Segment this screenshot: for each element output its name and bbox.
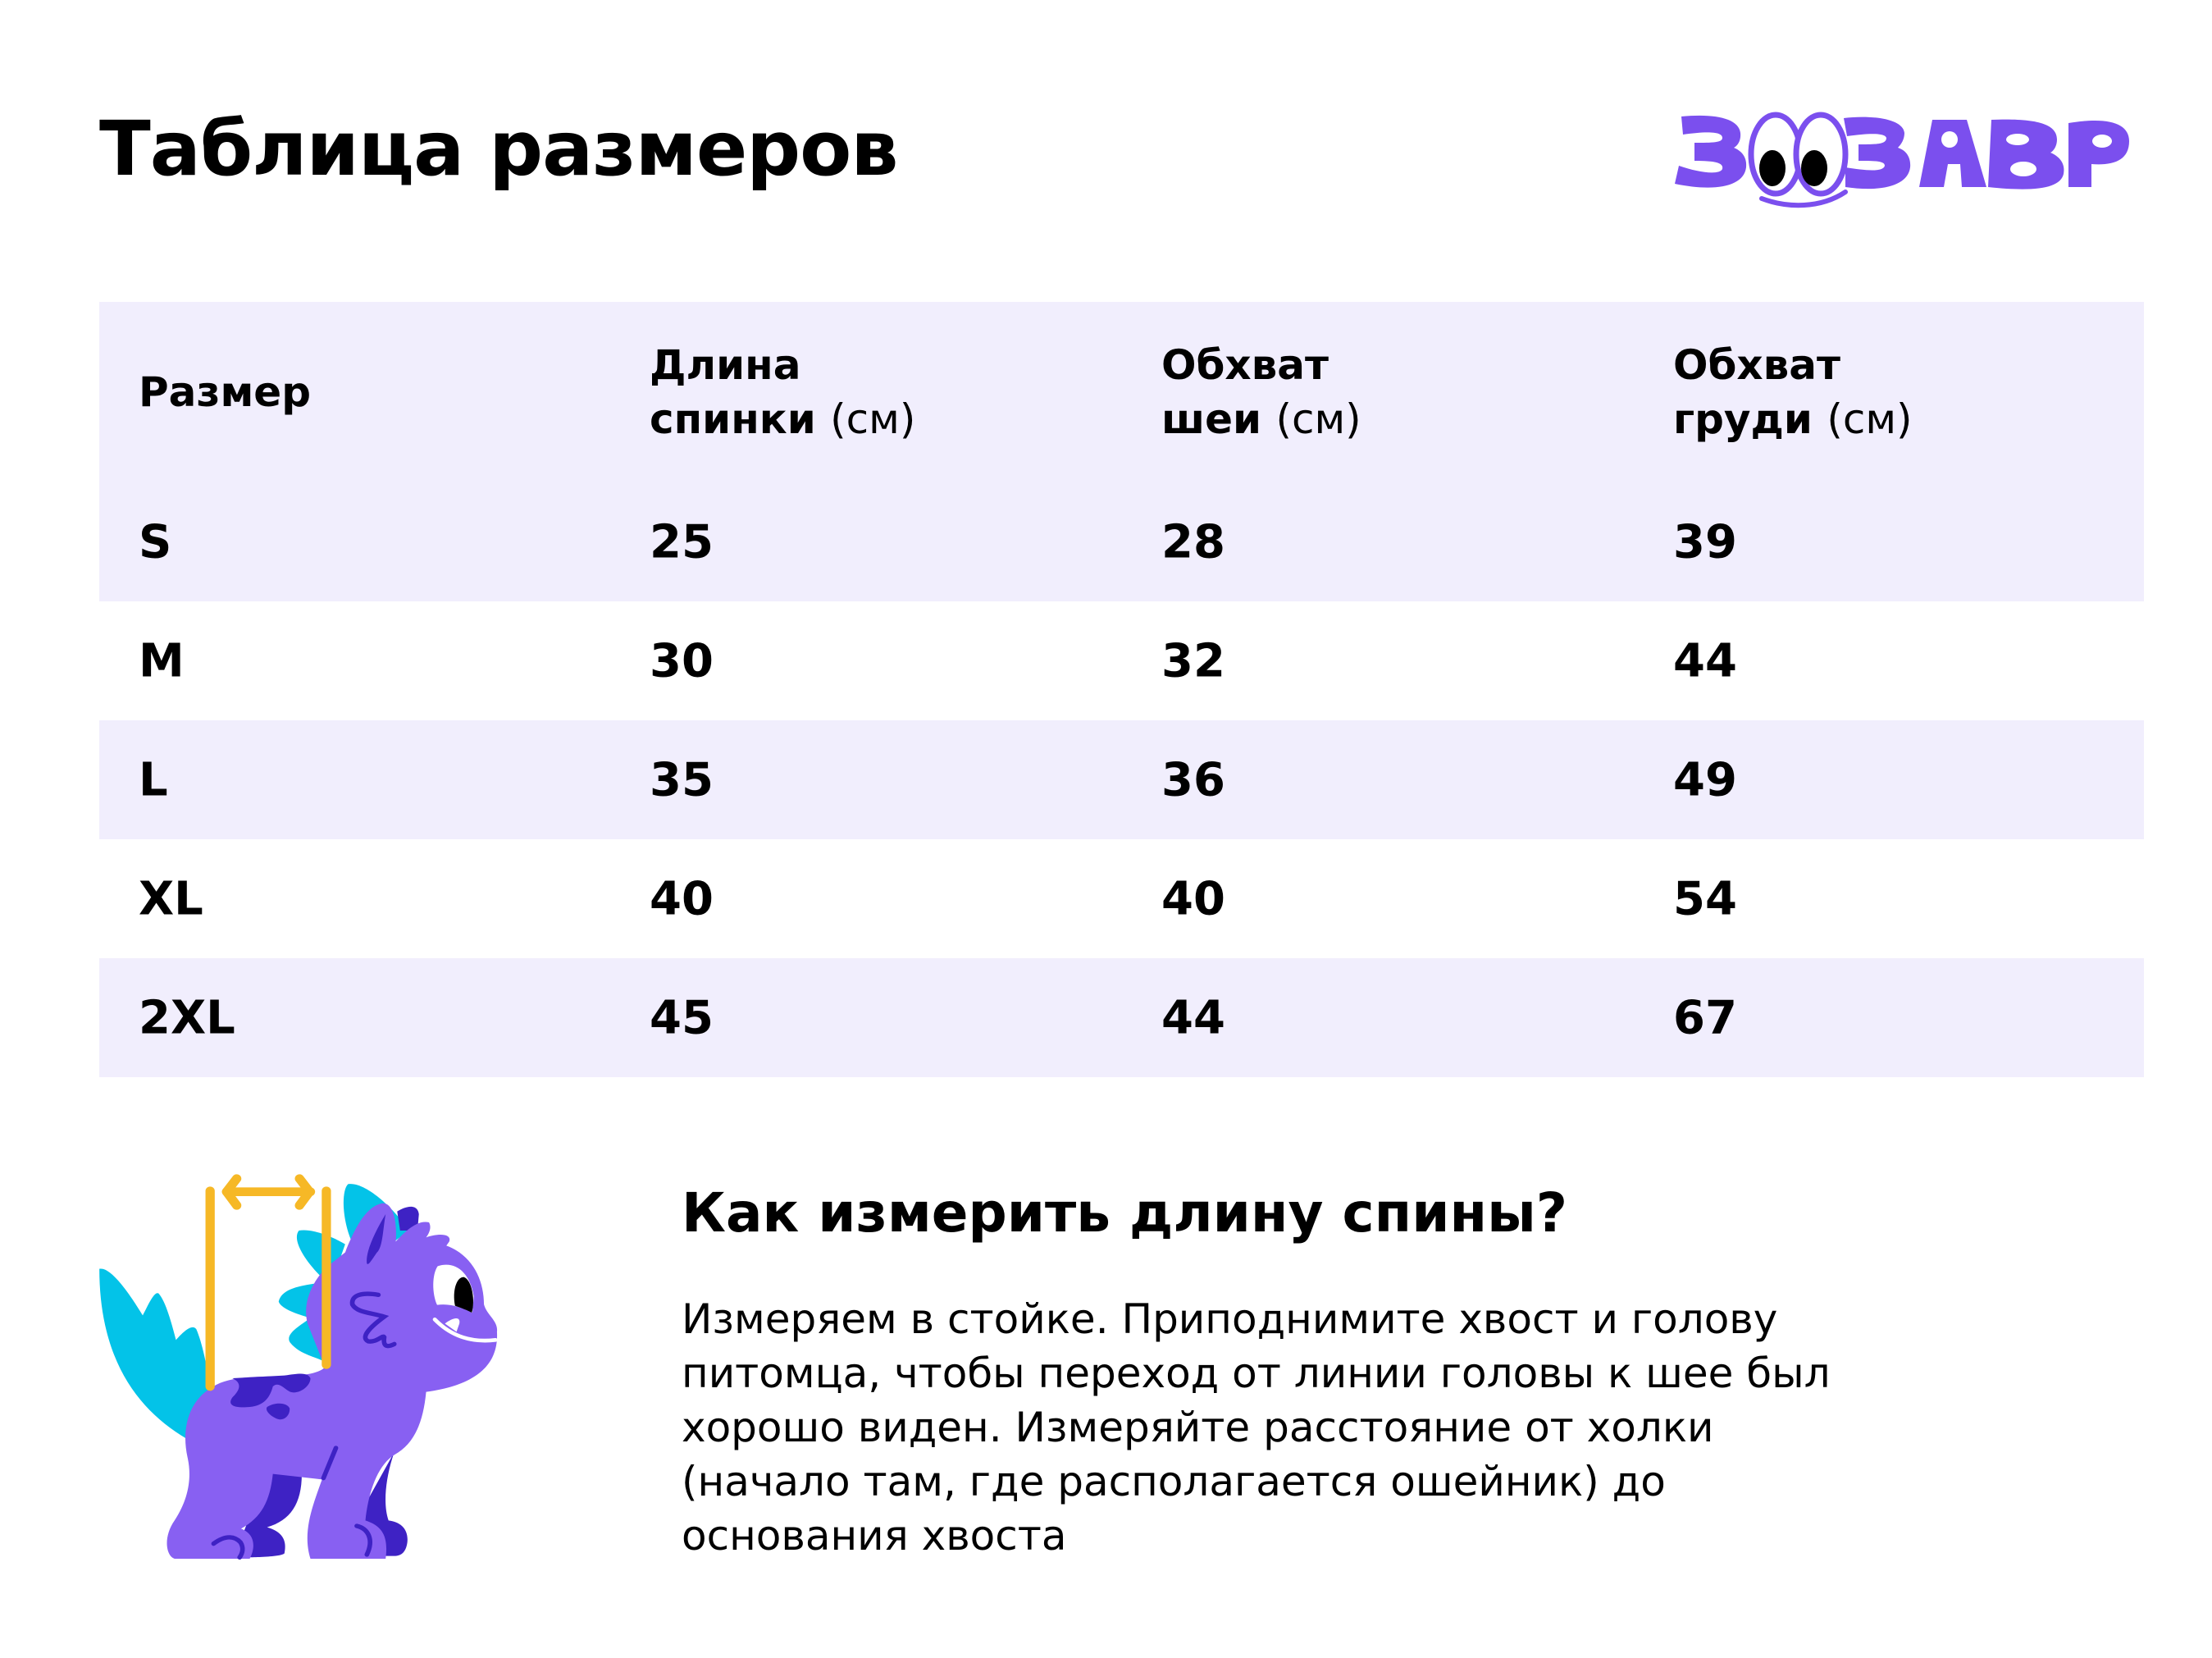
cell-back-length: 25 bbox=[650, 515, 714, 569]
header-unit: (см) bbox=[830, 395, 916, 443]
dino-measure-back-illustration bbox=[99, 1174, 498, 1560]
page-title: Таблица размеров bbox=[99, 105, 898, 193]
table-row: L 35 36 49 bbox=[99, 720, 2144, 839]
description-line: питомца, чтобы переход от линии головы к… bbox=[682, 1350, 1831, 1397]
header-label: спинки bbox=[650, 395, 816, 443]
header-label: Длина bbox=[650, 341, 801, 389]
header-back-length: Длина спинки (см) bbox=[650, 338, 915, 446]
cell-neck-girth: 44 bbox=[1161, 991, 1225, 1044]
zoozavr-logo bbox=[1675, 112, 2129, 208]
header-size: Размер bbox=[139, 365, 311, 419]
cell-size: M bbox=[139, 634, 185, 687]
header-label: Размер bbox=[139, 368, 312, 416]
cell-size: XL bbox=[139, 872, 203, 925]
header-label: шеи bbox=[1161, 395, 1262, 443]
header-label: груди bbox=[1673, 395, 1813, 443]
cell-neck-girth: 40 bbox=[1161, 872, 1225, 925]
header-label: Обхват bbox=[1161, 341, 1329, 389]
cell-size: 2XL bbox=[139, 991, 235, 1044]
cell-chest-girth: 39 bbox=[1673, 515, 1737, 569]
header-label: Обхват bbox=[1673, 341, 1841, 389]
header-neck-girth: Обхват шеи (см) bbox=[1161, 338, 1361, 446]
description-line: основания хвоста bbox=[682, 1512, 1067, 1560]
header-chest-girth: Обхват груди (см) bbox=[1673, 338, 1913, 446]
cell-size: S bbox=[139, 515, 172, 569]
size-table: Размер Длина спинки (см) Обхват шеи (см) О… bbox=[99, 302, 2144, 1077]
table-row: XL 40 40 54 bbox=[99, 839, 2144, 958]
table-header-row: Размер Длина спинки (см) Обхват шеи (см) О… bbox=[99, 302, 2144, 482]
howto-title: Как измерить длину спины? bbox=[682, 1181, 1568, 1245]
cell-back-length: 45 bbox=[650, 991, 714, 1044]
header-unit: (см) bbox=[1275, 395, 1361, 443]
cell-neck-girth: 36 bbox=[1161, 753, 1225, 806]
cell-neck-girth: 28 bbox=[1161, 515, 1225, 569]
table-row: M 30 32 44 bbox=[99, 601, 2144, 720]
cell-neck-girth: 32 bbox=[1161, 634, 1225, 687]
cell-back-length: 35 bbox=[650, 753, 714, 806]
description-line: (начало там, где располагается ошейник) … bbox=[682, 1458, 1666, 1505]
description-line: хорошо виден. Измеряйте расстояние от хо… bbox=[682, 1404, 1714, 1451]
cell-chest-girth: 44 bbox=[1673, 634, 1737, 687]
description-line: Измеряем в стойке. Приподнимите хвост и … bbox=[682, 1295, 1778, 1343]
table-row: 2XL 45 44 67 bbox=[99, 958, 2144, 1077]
cell-back-length: 40 bbox=[650, 872, 714, 925]
cell-chest-girth: 67 bbox=[1673, 991, 1737, 1044]
cell-back-length: 30 bbox=[650, 634, 714, 687]
cell-size: L bbox=[139, 753, 168, 806]
cell-chest-girth: 54 bbox=[1673, 872, 1737, 925]
howto-description: Измеряем в стойке. Приподнимите хвост и … bbox=[682, 1292, 2117, 1563]
header-unit: (см) bbox=[1827, 395, 1913, 443]
table-row: S 25 28 39 bbox=[99, 482, 2144, 601]
cell-chest-girth: 49 bbox=[1673, 753, 1737, 806]
